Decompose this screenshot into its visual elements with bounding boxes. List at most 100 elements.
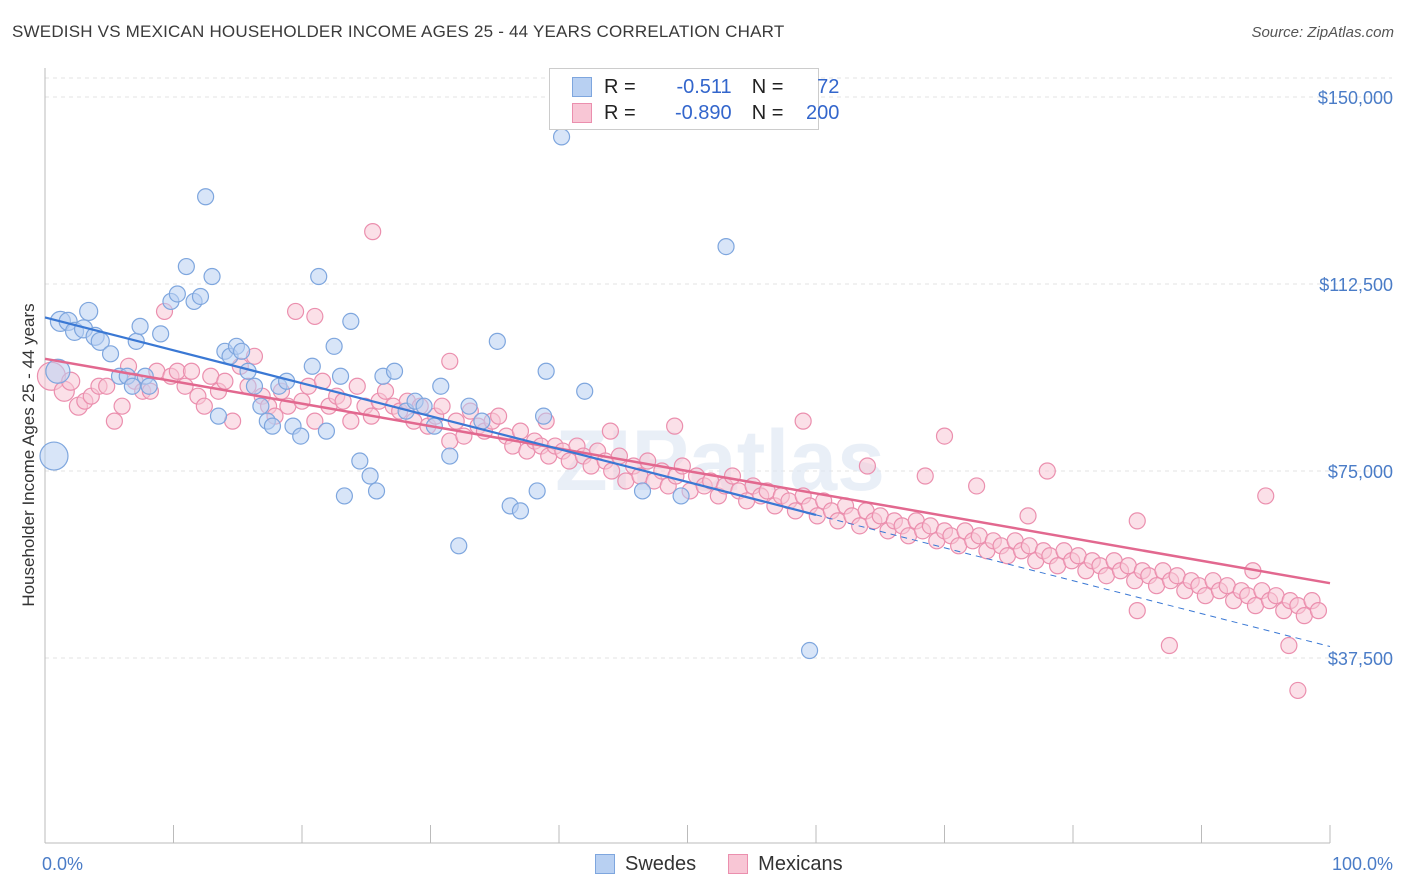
y-axis-title: Householder Income Ages 25 - 44 years [19, 303, 38, 606]
mexicans-point [433, 397, 451, 415]
swedes-point [191, 287, 210, 306]
swedes-point [197, 188, 215, 206]
swedes-point [45, 358, 71, 384]
legend-item-mexicans[interactable]: Mexicans [728, 853, 843, 876]
n-label: N = [751, 75, 784, 98]
mexicans-point [98, 377, 116, 395]
x-tick-label: 0.0% [42, 854, 83, 874]
r-label: R = [604, 75, 636, 98]
mexicans-point [306, 412, 324, 430]
mexicans-point [1309, 602, 1328, 620]
mexicans-point [916, 467, 934, 485]
swedes-regression-extension [815, 514, 1331, 648]
swedes-point [79, 301, 99, 322]
mexicans-legend-swatch [728, 854, 749, 874]
swedes-point [310, 267, 328, 286]
swedes-point [460, 397, 478, 415]
swedes-point [252, 397, 270, 415]
swedes-point [245, 377, 264, 395]
swedes-point [361, 467, 379, 485]
mexicans-point [1128, 602, 1146, 620]
swedes-point [415, 397, 433, 415]
swedes-point [528, 482, 546, 500]
mexicans-point [113, 397, 131, 415]
swedes-r-value: -0.511 [676, 75, 732, 98]
swedes-point [39, 441, 69, 471]
correlation-legend: R = -0.511 N = 72 R = -0.890 N = 200 [549, 68, 839, 130]
swedes-point [432, 377, 450, 395]
mexicans-point [376, 382, 395, 400]
swedes-point [303, 357, 321, 375]
swedes-point [633, 482, 652, 500]
swedes-point [292, 427, 310, 445]
mexicans-point [182, 362, 201, 380]
mexicans-point [105, 412, 123, 430]
mexicans-point [723, 467, 742, 485]
swedes-point [351, 452, 369, 470]
mexicans-point [348, 377, 366, 395]
mexicans-point [441, 352, 459, 370]
mexicans-point [666, 417, 684, 435]
mexicans-point [794, 412, 812, 430]
mexicans-point [968, 477, 986, 495]
mexicans-point [364, 223, 382, 241]
mexicans-point [1289, 681, 1307, 700]
swedes-point [552, 128, 571, 146]
swedes-point [385, 362, 404, 380]
mexicans-point [1038, 462, 1056, 480]
swedes-point [488, 332, 506, 350]
swedes-points [39, 128, 819, 660]
swedes-point [576, 382, 594, 400]
mexicans-point [858, 457, 877, 475]
swedes-point [717, 238, 735, 256]
mexicans-point [1280, 636, 1298, 655]
swedes-point [101, 345, 120, 363]
swedes-point [511, 502, 530, 520]
swedes-point [140, 377, 158, 395]
legend-item-swedes[interactable]: Swedes [595, 853, 696, 876]
swedes-point [325, 337, 343, 355]
swedes-point [367, 482, 386, 500]
chart-title: SWEDISH VS MEXICAN HOUSEHOLDER INCOME AG… [12, 22, 785, 41]
swedes-point [168, 285, 186, 303]
legend-row-mexicans: R = -0.890 N = 200 [572, 100, 839, 126]
mexicans-swatch [572, 103, 592, 123]
mexicans-point [1257, 487, 1275, 505]
swedes-point [152, 325, 170, 343]
mexicans-point [1019, 507, 1037, 525]
mexicans-point [1160, 636, 1178, 655]
r-label: R = [604, 101, 636, 124]
swedes-point [233, 342, 251, 360]
swedes-point [263, 417, 282, 435]
mexicans-r-value: -0.890 [674, 101, 732, 124]
tick-labels: $37,500 $75,000 $112,500 $150,000 0.0% 100.0% [42, 88, 1393, 874]
swedes-point [131, 317, 149, 335]
mexicans-point [306, 307, 324, 326]
mexicans-point [1128, 512, 1146, 530]
mexicans-point [935, 427, 954, 445]
swedes-point [672, 487, 690, 505]
swedes-point [177, 257, 195, 276]
mexicans-point [342, 412, 360, 430]
n-label: N = [751, 101, 784, 124]
swedes-point [209, 407, 228, 425]
swedes-n-value: 72 [817, 75, 840, 98]
y-tick-label: $150,000 [1318, 88, 1393, 108]
swedes-point [331, 367, 350, 385]
swedes-point [450, 537, 468, 555]
mexicans-point [639, 452, 657, 470]
swedes-legend-label: Swedes [625, 852, 697, 875]
swedes-point [203, 267, 221, 286]
series-legend: Swedes Mexicans [595, 852, 875, 876]
mexicans-point [610, 447, 628, 465]
legend-row-swedes: R = -0.511 N = 72 [572, 74, 839, 100]
swedes-point [317, 422, 336, 440]
mexicans-point [601, 422, 620, 440]
mexicans-regression-line [44, 357, 1331, 585]
x-tick-label: 100.0% [1332, 854, 1393, 874]
mexicans-n-value: 200 [806, 101, 840, 124]
swedes-point [342, 312, 360, 330]
mexicans-point [603, 462, 621, 480]
swedes-point [537, 362, 555, 380]
